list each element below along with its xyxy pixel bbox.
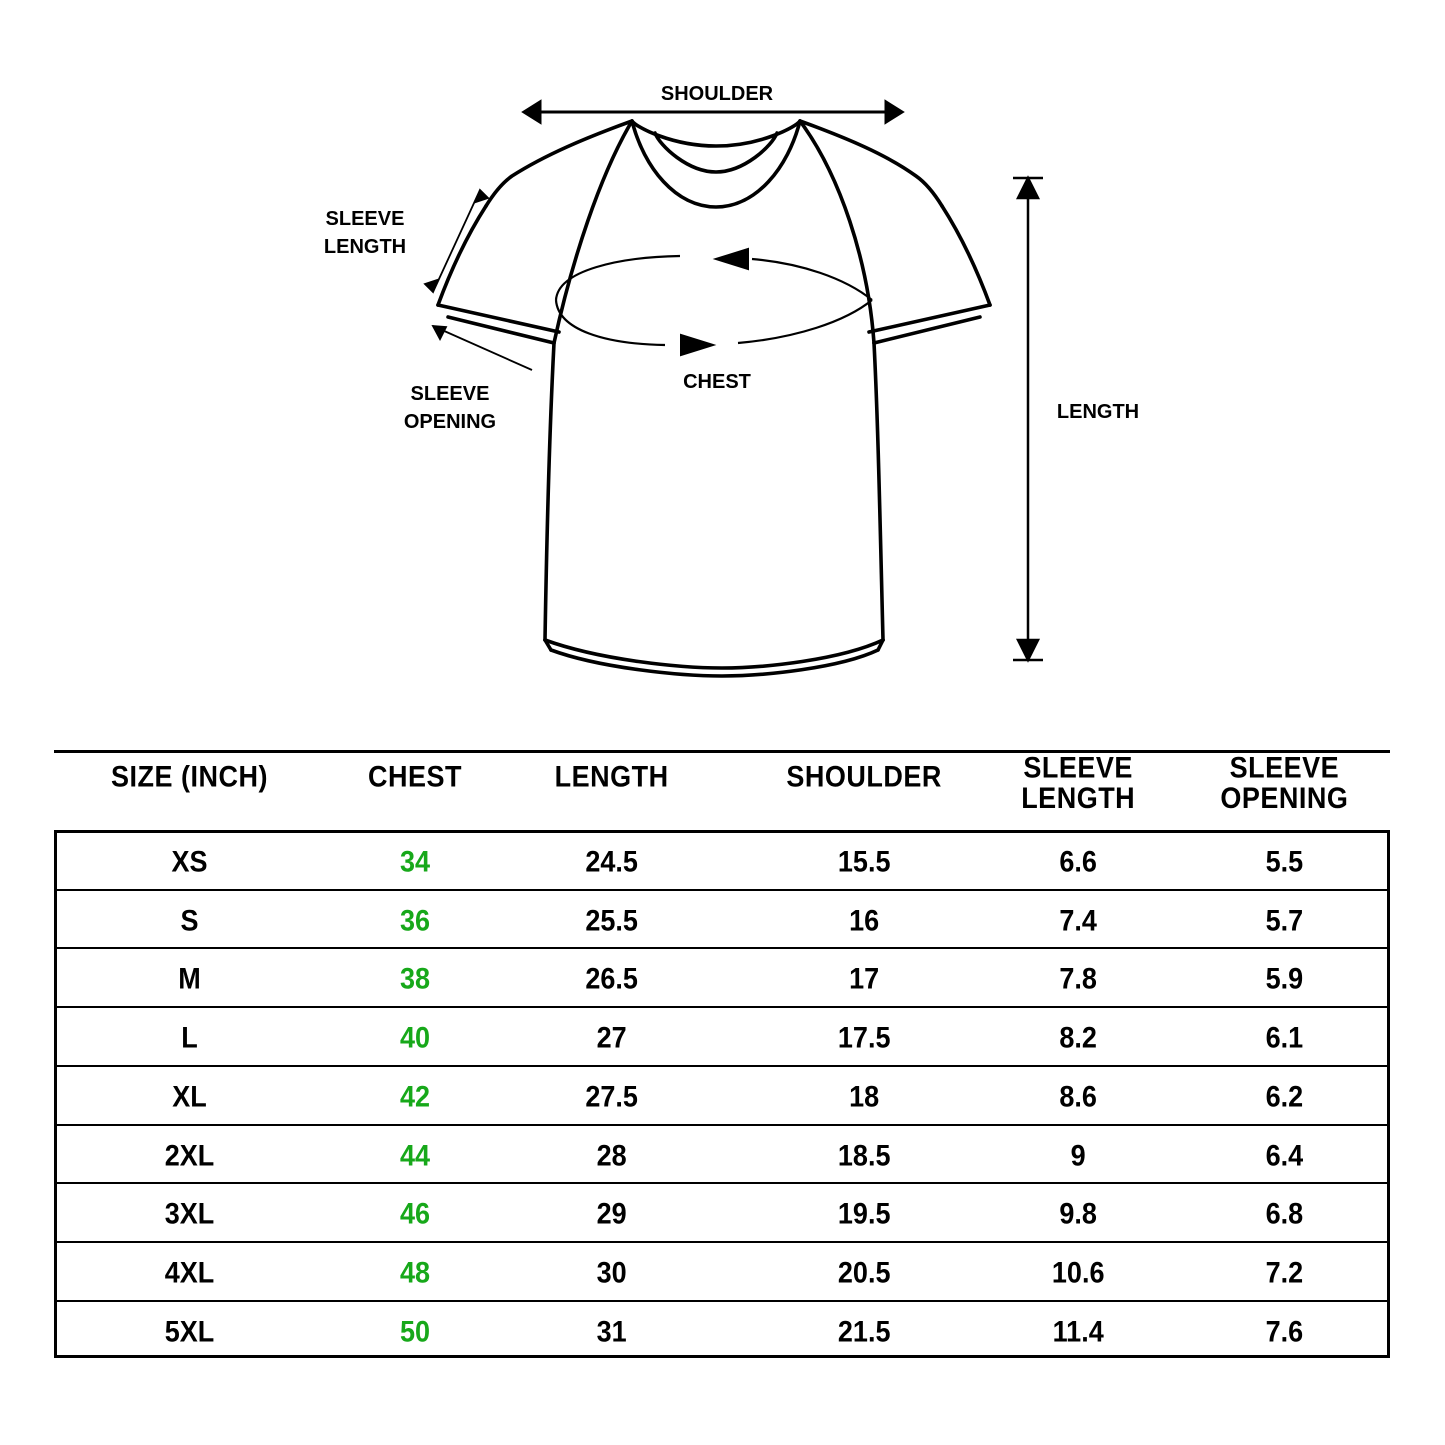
svg-text:LENGTH: LENGTH bbox=[1057, 401, 1139, 423]
svg-text:SHOULDER: SHOULDER bbox=[661, 83, 774, 105]
svg-text:LENGTH: LENGTH bbox=[324, 236, 406, 258]
svg-text:SLEEVE: SLEEVE bbox=[326, 208, 405, 230]
svg-text:CHEST: CHEST bbox=[683, 371, 751, 393]
svg-text:OPENING: OPENING bbox=[404, 411, 496, 433]
svg-text:SLEEVE: SLEEVE bbox=[411, 383, 490, 405]
